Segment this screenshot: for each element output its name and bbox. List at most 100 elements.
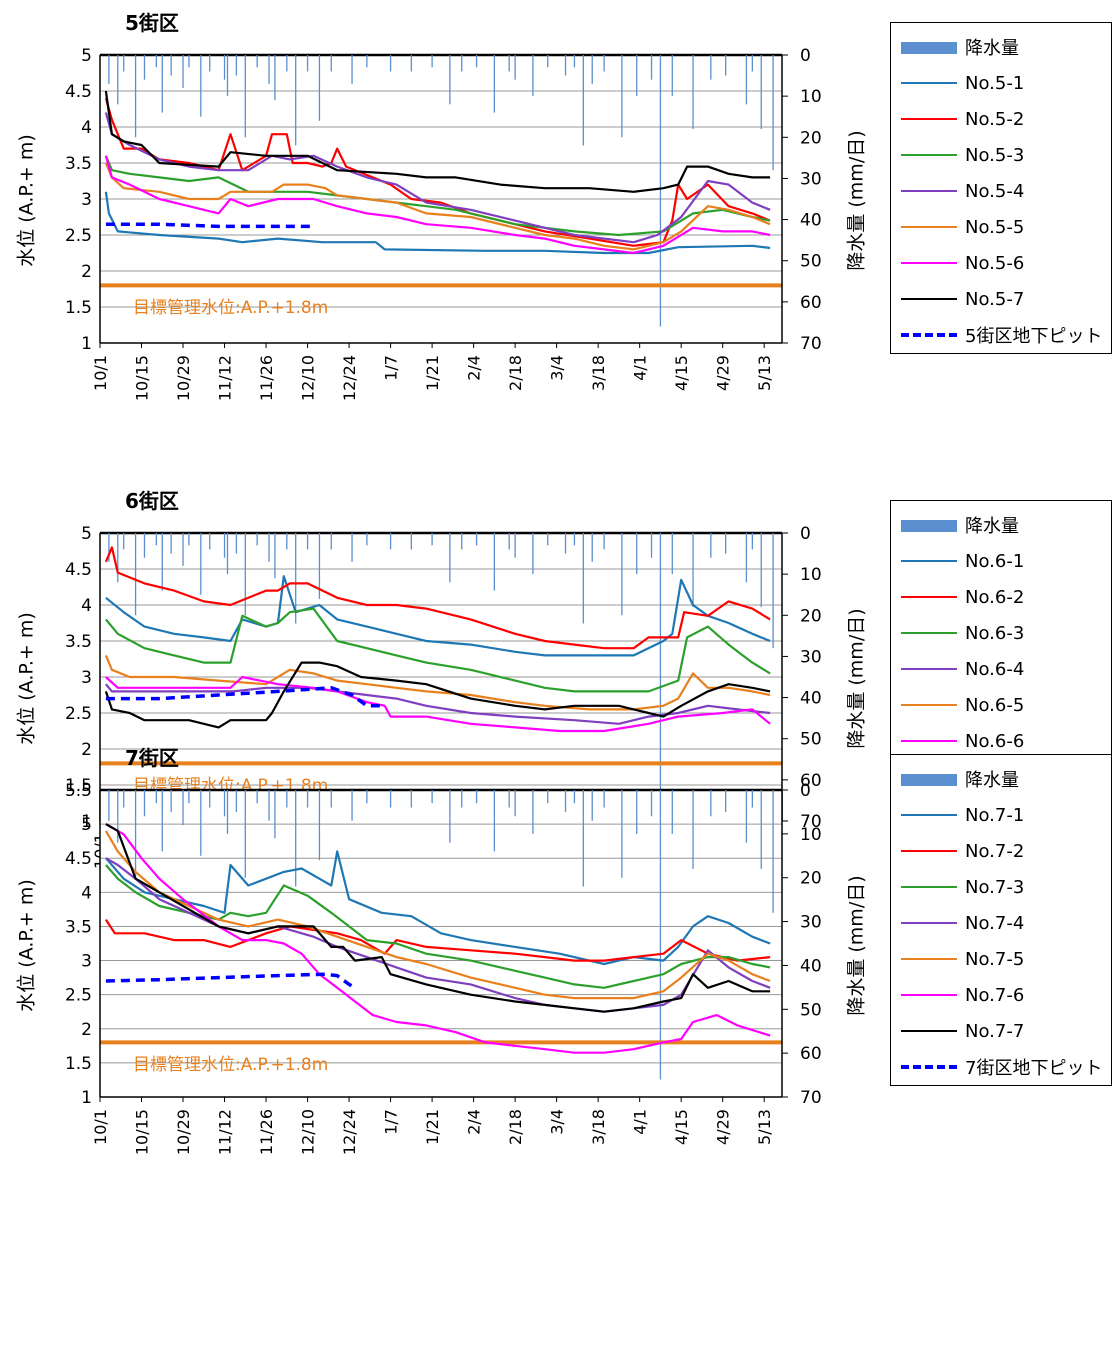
- legend-label: No.7-6: [965, 984, 1025, 1006]
- y-tick-label: 5: [81, 815, 92, 835]
- y2-tick-label: 30: [800, 913, 822, 933]
- legend-item: 5街区地下ピット: [891, 317, 1111, 353]
- x-tick-label: 4/1: [631, 355, 650, 381]
- series-line-8: [105, 972, 356, 990]
- x-tick-label: 3/18: [589, 355, 608, 391]
- series-line-2: [104, 97, 771, 247]
- x-tick-label: 2/4: [465, 355, 484, 381]
- series-line-5: [104, 162, 771, 251]
- series-swatch-2: [901, 111, 961, 127]
- legend-item: No.5-2: [891, 101, 1111, 137]
- x-tick-label: 11/26: [257, 355, 276, 401]
- rainfall-swatch: [901, 517, 961, 533]
- x-tick-label: 1/7: [382, 355, 401, 381]
- series-swatch-1: [901, 75, 961, 91]
- series-swatch-6: [901, 987, 961, 1003]
- x-tick-label: 11/12: [216, 1109, 235, 1155]
- series-line-3: [105, 607, 771, 693]
- legend-item: No.6-2: [891, 579, 1111, 615]
- x-tick-label: 11/12: [216, 355, 235, 401]
- y2-tick-label: 60: [800, 1044, 822, 1064]
- y2-tick-label: 30: [800, 169, 822, 189]
- legend-label: No.5-5: [965, 216, 1025, 238]
- series-swatch-7: [901, 291, 961, 307]
- legend-label: 降水量: [965, 516, 1019, 537]
- y-tick-label: 3: [81, 952, 92, 972]
- series-swatch-8: [901, 327, 961, 343]
- legend-item: No.7-4: [891, 905, 1111, 941]
- y2-tick-label: 30: [800, 647, 822, 667]
- y-tick-label: 4.5: [65, 849, 92, 869]
- x-tick-label: 1/7: [382, 1109, 401, 1135]
- series-swatch-3: [901, 147, 961, 163]
- y-tick-label: 1: [81, 1088, 92, 1108]
- series-swatch-6: [901, 733, 961, 749]
- legend-item: No.7-7: [891, 1013, 1111, 1049]
- x-tick-label: 4/1: [631, 1109, 650, 1135]
- y2-tick-label: 0: [800, 781, 811, 801]
- legend-item: No.5-3: [891, 137, 1111, 173]
- series-line-6: [105, 823, 771, 1054]
- x-tick-label: 12/24: [340, 1109, 359, 1155]
- target-level-label: 目標管理水位:A.P.+1.8m: [133, 298, 329, 319]
- series-line-7: [105, 823, 771, 1013]
- legend-label: No.7-5: [965, 948, 1025, 970]
- x-tick-label: 2/4: [465, 1109, 484, 1135]
- x-tick-label: 10/15: [133, 355, 152, 401]
- target-level-label: 目標管理水位:A.P.+1.8m: [133, 1055, 329, 1076]
- series-swatch-6: [901, 255, 961, 271]
- legend-label: No.7-2: [965, 840, 1025, 862]
- series-swatch-5: [901, 951, 961, 967]
- series-line-8: [105, 686, 385, 708]
- y-tick-label: 1.5: [65, 1054, 92, 1074]
- legend-item: 7街区地下ピット: [891, 1049, 1111, 1085]
- y2-tick-label: 10: [800, 87, 822, 107]
- y-tick-label: 3: [81, 190, 92, 210]
- y2-tick-label: 20: [800, 869, 822, 889]
- y-tick-label: 4.5: [65, 560, 92, 580]
- legend-label: No.7-4: [965, 912, 1025, 934]
- series-swatch-4: [901, 915, 961, 931]
- y2-tick-label: 50: [800, 252, 822, 272]
- series-swatch-2: [901, 843, 961, 859]
- y2-tick-label: 20: [800, 606, 822, 626]
- legend-item: No.5-5: [891, 209, 1111, 245]
- chart-title: 5街区: [125, 11, 179, 35]
- x-tick-label: 10/15: [133, 1109, 152, 1155]
- series-line-4: [105, 857, 771, 1013]
- y-tick-label: 2: [81, 1020, 92, 1040]
- y-tick-label: 1.5: [65, 776, 92, 796]
- y-tick-label: 2: [81, 262, 92, 282]
- series-line-1: [105, 850, 771, 966]
- legend-item: No.7-1: [891, 797, 1111, 833]
- series-line-1: [105, 575, 771, 657]
- legend-label: No.6-5: [965, 694, 1025, 716]
- legend-item: 降水量: [891, 761, 1111, 797]
- legend-label: No.5-1: [965, 72, 1025, 94]
- legend-item: No.5-6: [891, 245, 1111, 281]
- legend-label: 5街区地下ピット: [965, 326, 1103, 347]
- y2-tick-label: 70: [800, 812, 822, 832]
- legend-label: No.5-4: [965, 180, 1025, 202]
- y2-tick-label: 0: [800, 46, 811, 66]
- x-tick-label: 4/15: [672, 1109, 691, 1145]
- legend-item: No.5-1: [891, 65, 1111, 101]
- y2-tick-label: 10: [800, 825, 822, 845]
- y2-tick-label: 60: [800, 771, 822, 791]
- y-tick-label: 1.5: [65, 298, 92, 318]
- legend-label: No.5-2: [965, 108, 1025, 130]
- legend-label: 降水量: [965, 770, 1019, 791]
- x-tick-label: 10/29: [174, 1109, 193, 1155]
- legend-item: No.7-2: [891, 833, 1111, 869]
- rainfall-swatch: [901, 39, 961, 55]
- x-tick-label: 5/13: [755, 1109, 774, 1145]
- series-line-5: [104, 830, 771, 1000]
- legend-label: 7街区地下ピット: [965, 1058, 1103, 1079]
- x-tick-label: 12/10: [299, 355, 318, 401]
- y-axis-label: 水位 (A.P.+ m): [15, 878, 38, 1012]
- legend-item: No.6-6: [891, 723, 1111, 759]
- y-tick-label: 2: [81, 740, 92, 760]
- y-tick-label: 4: [81, 883, 92, 903]
